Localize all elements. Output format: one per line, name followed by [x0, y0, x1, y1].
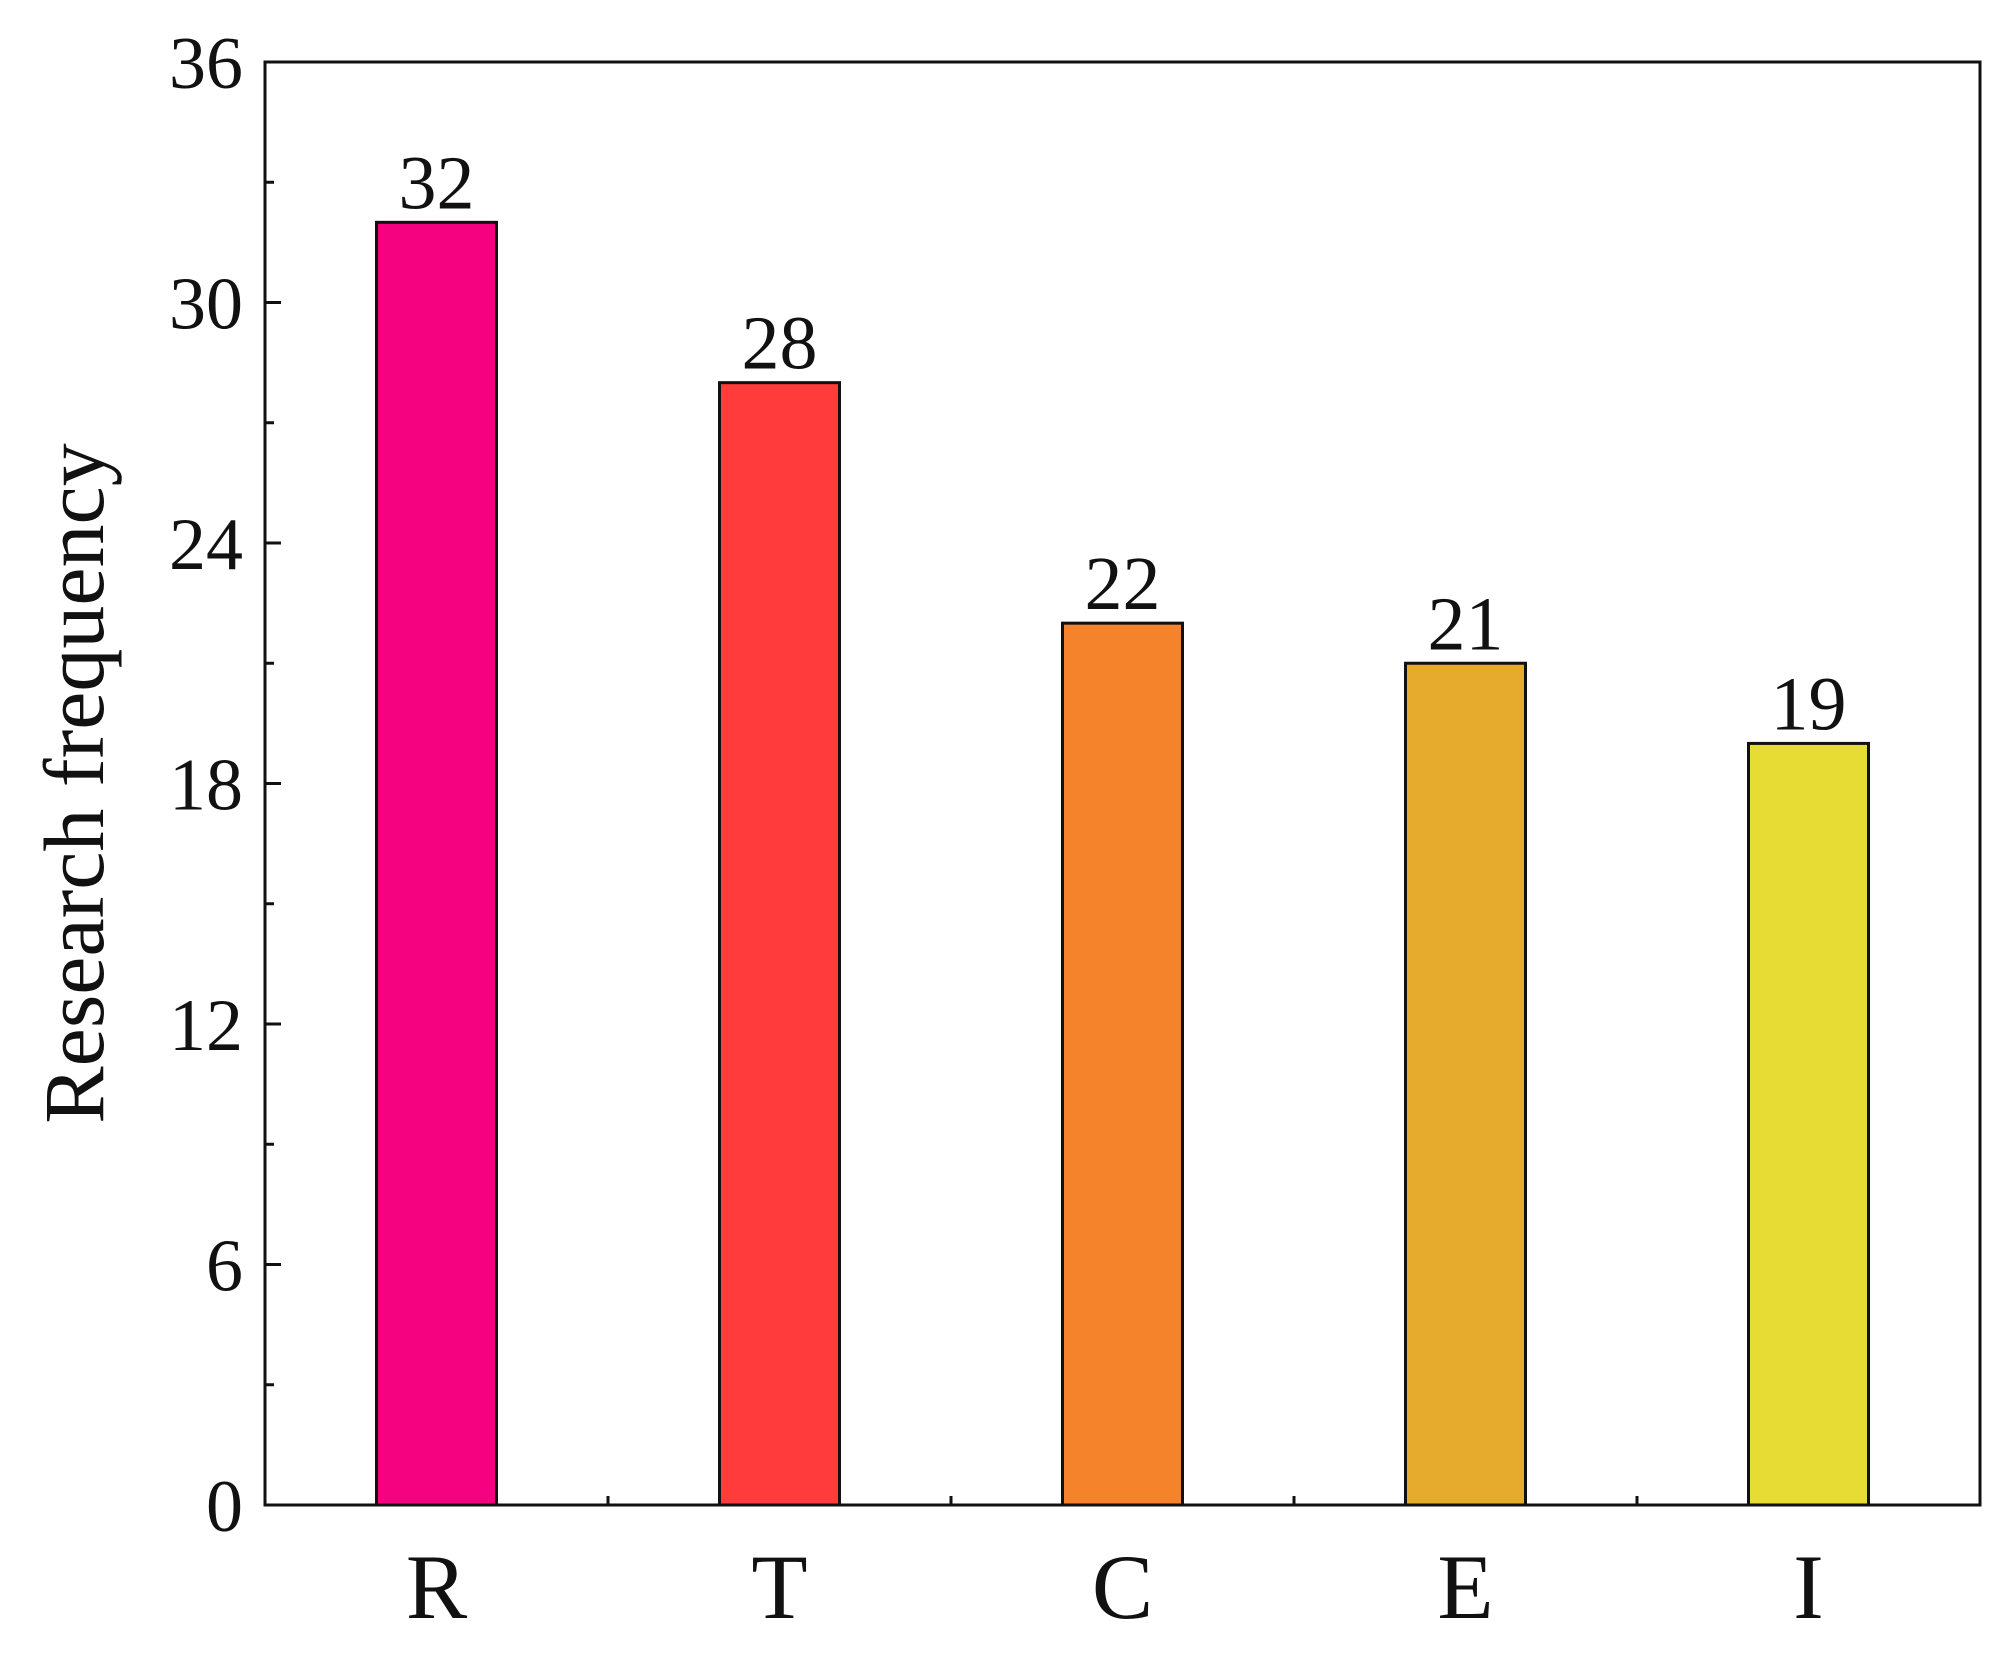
y-tick-label: 30 [169, 264, 243, 346]
x-tick-label-C: C [1092, 1536, 1153, 1638]
data-label-C: 22 [1085, 542, 1161, 626]
y-major-ticks [265, 60, 281, 1507]
x-tick-label-I: I [1793, 1536, 1824, 1638]
data-labels: 32 28 22 21 19 [399, 141, 1847, 746]
plot-frame [263, 60, 1982, 1507]
x-tick-label-R: R [406, 1536, 468, 1638]
x-tick-label-T: T [751, 1536, 807, 1638]
x-tick-label-E: E [1437, 1536, 1493, 1638]
y-tick-label: 12 [169, 985, 243, 1067]
bar-R [375, 220, 498, 1507]
y-tick-labels: 0 6 12 18 24 30 36 [169, 23, 243, 1548]
bar-E [1404, 661, 1527, 1507]
bar-C [1061, 621, 1184, 1507]
bar-T [718, 381, 841, 1507]
data-label-R: 32 [399, 141, 475, 225]
y-tick-label: 36 [169, 23, 243, 105]
bar-I [1747, 741, 1870, 1507]
bars [375, 220, 1870, 1507]
data-label-E: 21 [1428, 582, 1504, 666]
y-tick-label: 0 [206, 1466, 243, 1548]
y-tick-label: 18 [169, 745, 243, 827]
y-axis-title: Research frequency [26, 443, 122, 1123]
y-tick-label: 6 [206, 1226, 243, 1308]
data-label-I: 19 [1771, 662, 1847, 746]
y-tick-label: 24 [169, 504, 243, 586]
data-label-T: 28 [742, 302, 818, 386]
